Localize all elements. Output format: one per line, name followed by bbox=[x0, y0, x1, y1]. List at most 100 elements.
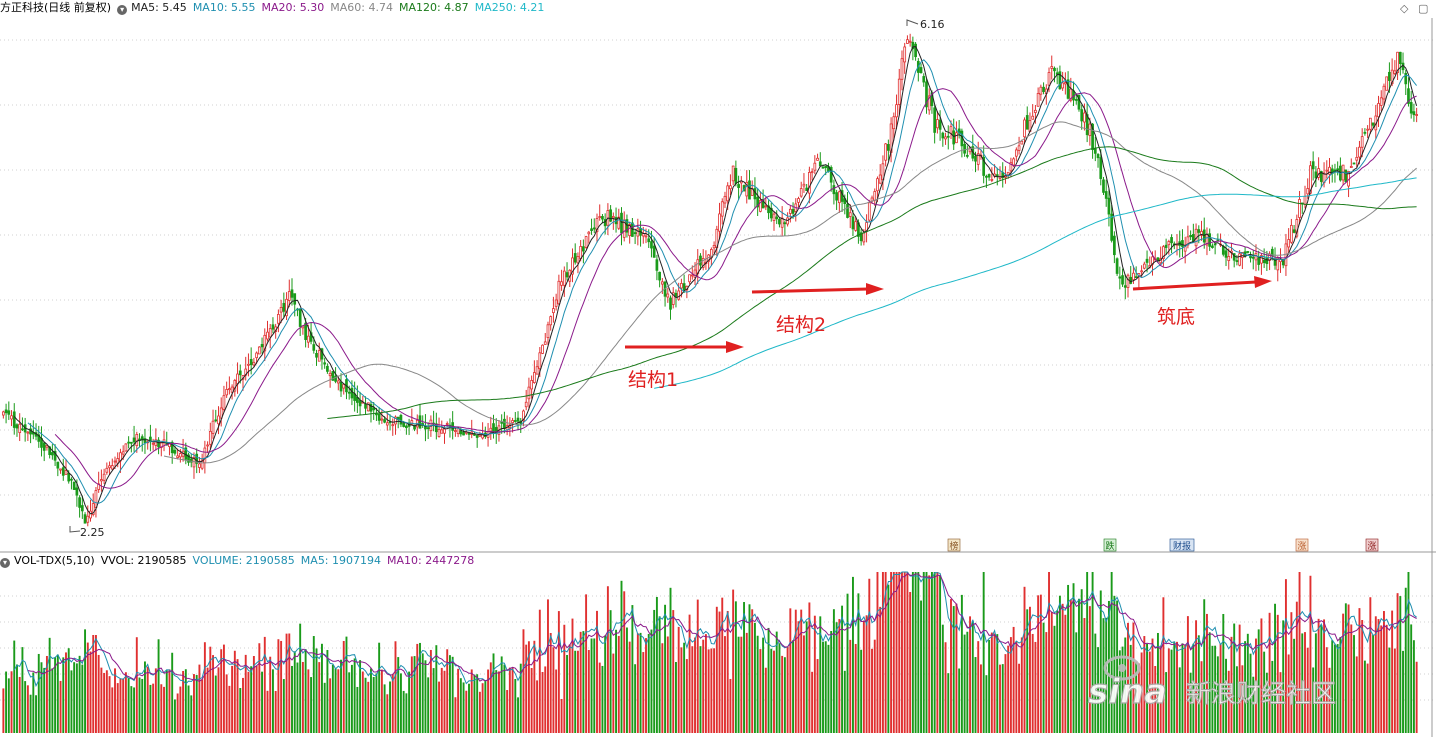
volume-bar bbox=[271, 669, 274, 733]
volume-bar bbox=[296, 662, 299, 733]
volume-bar bbox=[318, 662, 321, 733]
volume-bar bbox=[832, 609, 835, 733]
candle-body bbox=[1164, 244, 1168, 248]
volume-bar bbox=[1200, 661, 1203, 733]
candle-body bbox=[255, 352, 258, 359]
candle bbox=[1276, 256, 1280, 282]
candle-body bbox=[72, 481, 76, 490]
candle-body bbox=[587, 231, 591, 235]
candle-body bbox=[867, 202, 871, 221]
candle bbox=[225, 381, 229, 398]
candle bbox=[222, 385, 226, 413]
volume-bar bbox=[541, 671, 544, 733]
candle-body bbox=[1208, 233, 1212, 247]
volume-bar bbox=[585, 594, 588, 733]
candle-body bbox=[965, 154, 969, 157]
volume-bar bbox=[1233, 623, 1236, 733]
event-tag-1[interactable]: 榜 bbox=[947, 538, 961, 552]
candle bbox=[1017, 136, 1021, 155]
volume-bar bbox=[274, 690, 277, 733]
volume-bar bbox=[506, 690, 509, 733]
candle-body bbox=[1066, 79, 1070, 99]
volume-bar bbox=[413, 656, 416, 733]
volume-bar bbox=[563, 624, 566, 733]
volume-bar bbox=[1388, 647, 1391, 733]
candle-body bbox=[1009, 162, 1013, 172]
candle-body bbox=[1091, 123, 1094, 151]
candle-body bbox=[985, 175, 988, 178]
volume-bar bbox=[247, 671, 250, 733]
volume-bar bbox=[1203, 599, 1206, 733]
volume-bar bbox=[361, 671, 364, 733]
volume-bar bbox=[985, 675, 988, 733]
candle bbox=[1349, 158, 1353, 168]
candle-body bbox=[336, 380, 340, 384]
candle-body bbox=[12, 411, 16, 428]
candle bbox=[748, 170, 751, 200]
volume-bar bbox=[242, 677, 244, 733]
event-tag-5[interactable]: 涨 bbox=[1365, 538, 1379, 552]
candle-body bbox=[1328, 166, 1331, 175]
volume-bar bbox=[696, 599, 699, 733]
volume-bar bbox=[1347, 604, 1350, 733]
volume-bar bbox=[367, 681, 370, 733]
window-icon[interactable]: ▢ bbox=[1418, 2, 1429, 15]
volume-bar bbox=[1235, 666, 1238, 733]
volume-bar bbox=[1083, 618, 1086, 733]
volume-bar bbox=[1118, 650, 1121, 733]
volume-bar bbox=[1162, 597, 1165, 733]
volume-bar bbox=[1151, 638, 1154, 733]
candle-body bbox=[2, 411, 5, 416]
settings-icon[interactable]: ▾ bbox=[0, 558, 10, 568]
candle-body bbox=[1042, 86, 1045, 93]
candle-body bbox=[70, 478, 73, 481]
volume-bar bbox=[285, 633, 288, 733]
volume-bar bbox=[947, 673, 950, 733]
candle bbox=[1292, 224, 1296, 234]
volume-bar bbox=[1058, 595, 1061, 733]
volume-bar bbox=[1165, 672, 1168, 733]
candle-body bbox=[617, 216, 621, 229]
settings-icon[interactable]: ▾ bbox=[117, 5, 128, 15]
candle-body bbox=[282, 302, 286, 312]
vol-ma5-line bbox=[13, 571, 1417, 688]
candle-body bbox=[854, 221, 858, 231]
candle bbox=[1377, 95, 1380, 127]
volume-bar bbox=[503, 664, 506, 733]
volume-bar bbox=[222, 644, 225, 733]
volume-bar bbox=[492, 653, 495, 733]
volume-bar bbox=[849, 639, 852, 733]
candle bbox=[955, 121, 958, 144]
volume-bar bbox=[707, 649, 710, 733]
volume-bar bbox=[514, 678, 517, 733]
volume-bar bbox=[1121, 646, 1124, 733]
volume-bar bbox=[1412, 640, 1415, 733]
candle bbox=[701, 249, 705, 271]
diamond-icon[interactable]: ◇ bbox=[1400, 2, 1409, 15]
candle-body bbox=[445, 423, 449, 425]
candle bbox=[277, 309, 280, 333]
candle-body bbox=[21, 428, 24, 431]
event-tag-4[interactable]: 涨 bbox=[1295, 538, 1309, 552]
candle-body bbox=[1319, 171, 1323, 182]
volume-bar bbox=[1391, 610, 1394, 733]
candle-body bbox=[611, 216, 615, 219]
volume-bar bbox=[1102, 618, 1105, 733]
volume-bar bbox=[1374, 616, 1377, 733]
candle bbox=[1355, 147, 1359, 168]
volume-bar bbox=[43, 667, 46, 733]
candle-body bbox=[677, 290, 681, 300]
candle bbox=[377, 406, 381, 425]
candle bbox=[342, 383, 346, 395]
volume-bar bbox=[473, 674, 476, 733]
volume-bar bbox=[691, 646, 694, 733]
candle bbox=[263, 328, 267, 362]
volume-bar bbox=[209, 646, 212, 733]
candle bbox=[4, 403, 8, 424]
event-tag-3[interactable]: 财报 bbox=[1169, 538, 1195, 552]
event-tag-2[interactable]: 跌 bbox=[1103, 538, 1117, 552]
volume-bar bbox=[1279, 672, 1282, 733]
candle-body bbox=[1025, 115, 1029, 130]
candle bbox=[45, 444, 49, 451]
